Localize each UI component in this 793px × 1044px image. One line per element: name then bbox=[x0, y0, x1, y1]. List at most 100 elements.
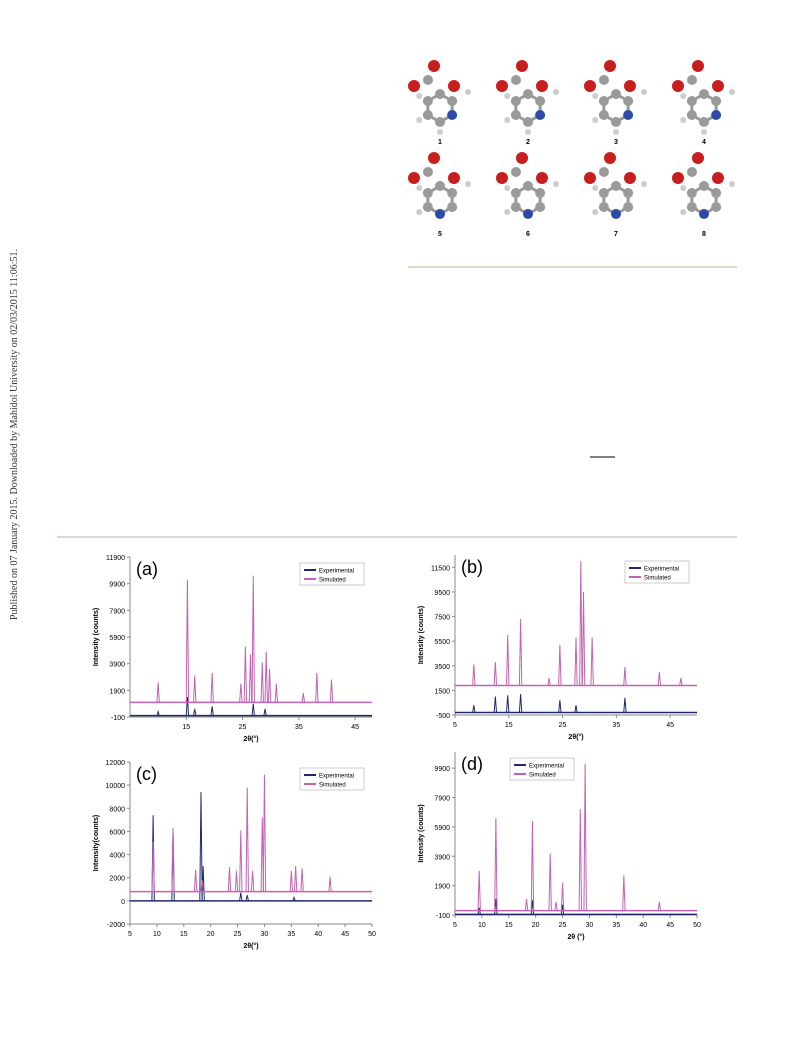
peak bbox=[574, 637, 578, 686]
atom bbox=[422, 202, 433, 212]
atom-c bbox=[687, 75, 697, 85]
legend-label: Experimental bbox=[529, 764, 564, 770]
y-tick-label: 3900 bbox=[109, 662, 125, 669]
atom bbox=[711, 96, 722, 106]
peak bbox=[260, 662, 264, 703]
atom bbox=[611, 117, 621, 127]
atom-h bbox=[701, 129, 707, 135]
atom bbox=[711, 202, 722, 212]
y-tick-label: 7500 bbox=[434, 615, 450, 622]
x-tick-label: 45 bbox=[351, 724, 359, 731]
molecule: 4 bbox=[672, 60, 735, 146]
atom-h bbox=[641, 181, 647, 187]
atom-o bbox=[428, 60, 440, 72]
x-tick-label: 40 bbox=[314, 931, 322, 938]
peak bbox=[472, 664, 476, 686]
atom-c bbox=[423, 75, 433, 85]
atom-h bbox=[641, 89, 647, 95]
atom bbox=[510, 110, 521, 120]
atom bbox=[699, 181, 709, 191]
y-tick-label: 12000 bbox=[106, 760, 126, 767]
y-tick-label: 9900 bbox=[434, 766, 450, 773]
atom bbox=[686, 188, 697, 198]
y-tick-label: 1900 bbox=[434, 884, 450, 891]
atom-h bbox=[504, 209, 511, 215]
atom-o bbox=[516, 152, 528, 164]
peak bbox=[494, 818, 498, 911]
peak bbox=[472, 705, 476, 713]
x-axis-label: 2θ(°) bbox=[568, 733, 583, 741]
peak bbox=[493, 696, 498, 713]
atom-h bbox=[416, 117, 423, 123]
peak bbox=[239, 892, 243, 901]
atom-h bbox=[465, 181, 471, 187]
peak bbox=[524, 898, 529, 911]
panel-label: (b) bbox=[461, 557, 483, 577]
peak bbox=[623, 666, 627, 686]
peak bbox=[185, 579, 190, 703]
atom bbox=[623, 96, 634, 106]
atom bbox=[699, 209, 709, 219]
x-tick-label: 35 bbox=[287, 931, 295, 938]
peak bbox=[292, 895, 296, 902]
atom-h bbox=[553, 181, 559, 187]
atom bbox=[598, 188, 609, 198]
peak bbox=[315, 672, 319, 703]
y-tick-label: 11500 bbox=[431, 565, 450, 572]
panel-label: (c) bbox=[136, 764, 157, 784]
atom bbox=[598, 110, 609, 120]
molecule-label: 6 bbox=[526, 231, 530, 238]
atom bbox=[447, 96, 458, 106]
molecule-label: 3 bbox=[614, 139, 618, 146]
molecule-label: 1 bbox=[438, 139, 442, 146]
atom bbox=[523, 117, 533, 127]
atom-h bbox=[525, 129, 531, 135]
atom-h bbox=[504, 117, 511, 123]
peak bbox=[151, 841, 155, 892]
x-tick-label: 25 bbox=[559, 722, 567, 729]
x-tick-label: 10 bbox=[153, 931, 161, 938]
peak bbox=[156, 709, 160, 716]
x-axis-label: 2θ (°) bbox=[567, 933, 584, 941]
peak bbox=[530, 821, 535, 911]
peak bbox=[239, 830, 243, 892]
panel-label: (a) bbox=[136, 559, 158, 579]
peak bbox=[199, 792, 203, 901]
y-tick-label: 7900 bbox=[109, 608, 125, 615]
x-tick-label: 15 bbox=[505, 722, 513, 729]
peak bbox=[560, 882, 565, 911]
panel-label: (d) bbox=[461, 754, 483, 774]
atom bbox=[598, 96, 609, 106]
atom-o bbox=[448, 80, 460, 92]
atom bbox=[535, 96, 546, 106]
y-tick-label: 7900 bbox=[434, 796, 450, 803]
atom-h bbox=[729, 89, 735, 95]
x-tick-label: 25 bbox=[234, 931, 242, 938]
legend-label: Simulated bbox=[644, 576, 671, 582]
atom-o bbox=[624, 80, 636, 92]
peak bbox=[547, 677, 551, 686]
y-tick-label: 3500 bbox=[434, 664, 450, 671]
x-tick-label: 45 bbox=[341, 931, 349, 938]
peak bbox=[679, 677, 683, 686]
x-axis-label: 2θ(°) bbox=[243, 735, 258, 743]
atom-c bbox=[599, 167, 609, 177]
atom-o bbox=[604, 60, 616, 72]
atom bbox=[510, 96, 521, 106]
peak bbox=[623, 697, 627, 713]
atom-c bbox=[599, 75, 609, 85]
atom-o bbox=[584, 80, 596, 92]
atom bbox=[422, 110, 433, 120]
atom bbox=[535, 202, 546, 212]
peak bbox=[243, 646, 248, 703]
y-tick-label: -2000 bbox=[107, 922, 125, 929]
x-tick-label: 50 bbox=[693, 922, 701, 929]
peak bbox=[622, 875, 626, 911]
x-tick-label: 25 bbox=[239, 724, 247, 731]
y-tick-label: 5900 bbox=[434, 825, 450, 832]
peak bbox=[329, 679, 334, 703]
peak bbox=[210, 706, 214, 716]
peak bbox=[579, 561, 583, 686]
